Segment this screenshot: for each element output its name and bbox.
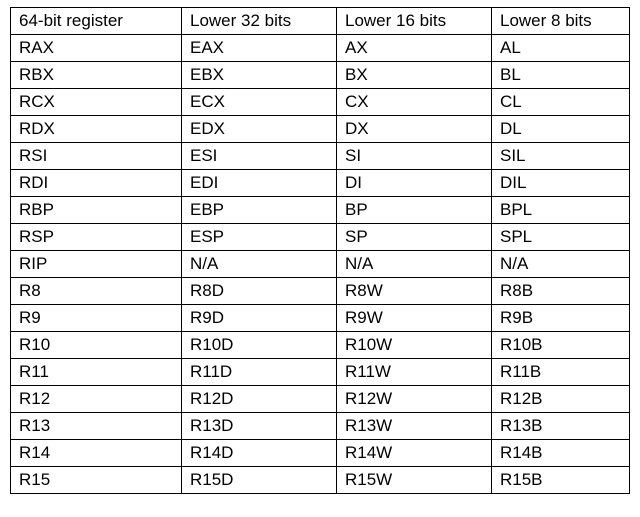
cell-64bit: RSI	[10, 142, 182, 170]
register-table: 64-bit register Lower 32 bits Lower 16 b…	[10, 7, 630, 494]
table-row: RSP ESP SP SPL	[10, 223, 630, 251]
table-row: R12 R12D R12W R12B	[10, 385, 630, 413]
cell-lower16: SP	[336, 223, 492, 251]
table-row: R13 R13D R13W R13B	[10, 412, 630, 440]
cell-lower16: BX	[336, 61, 492, 89]
cell-lower16: R15W	[336, 466, 492, 494]
cell-64bit: RDI	[10, 169, 182, 197]
cell-lower8: SPL	[491, 223, 630, 251]
header-lower8: Lower 8 bits	[491, 7, 630, 35]
cell-64bit: R9	[10, 304, 182, 332]
cell-64bit: R15	[10, 466, 182, 494]
cell-lower16: DI	[336, 169, 492, 197]
table-row: R11 R11D R11W R11B	[10, 358, 630, 386]
cell-lower32: ESP	[181, 223, 337, 251]
cell-lower8: SIL	[491, 142, 630, 170]
cell-lower16: DX	[336, 115, 492, 143]
cell-lower16: SI	[336, 142, 492, 170]
table-row: RDX EDX DX DL	[10, 115, 630, 143]
table-row: RBP EBP BP BPL	[10, 196, 630, 224]
cell-lower32: R12D	[181, 385, 337, 413]
cell-64bit: R11	[10, 358, 182, 386]
cell-lower16: R13W	[336, 412, 492, 440]
cell-lower32: EDI	[181, 169, 337, 197]
table-row: RSI ESI SI SIL	[10, 142, 630, 170]
table-row: R15 R15D R15W R15B	[10, 466, 630, 494]
cell-lower32: EDX	[181, 115, 337, 143]
cell-lower32: R11D	[181, 358, 337, 386]
cell-lower32: R14D	[181, 439, 337, 467]
cell-lower16: R9W	[336, 304, 492, 332]
table-row: RBX EBX BX BL	[10, 61, 630, 89]
header-64bit: 64-bit register	[10, 7, 182, 35]
cell-lower8: N/A	[491, 250, 630, 278]
cell-lower32: R15D	[181, 466, 337, 494]
cell-lower8: R13B	[491, 412, 630, 440]
cell-lower16: R14W	[336, 439, 492, 467]
cell-lower16: N/A	[336, 250, 492, 278]
cell-lower16: CX	[336, 88, 492, 116]
table-row: R9 R9D R9W R9B	[10, 304, 630, 332]
cell-64bit: R12	[10, 385, 182, 413]
table-row: RIP N/A N/A N/A	[10, 250, 630, 278]
cell-lower8: AL	[491, 34, 630, 62]
cell-lower8: R14B	[491, 439, 630, 467]
cell-64bit: R10	[10, 331, 182, 359]
cell-64bit: RIP	[10, 250, 182, 278]
cell-lower32: EBX	[181, 61, 337, 89]
cell-lower32: EAX	[181, 34, 337, 62]
table-row: RDI EDI DI DIL	[10, 169, 630, 197]
cell-lower16: AX	[336, 34, 492, 62]
table-row: R8 R8D R8W R8B	[10, 277, 630, 305]
cell-64bit: RSP	[10, 223, 182, 251]
cell-lower8: R12B	[491, 385, 630, 413]
cell-lower8: CL	[491, 88, 630, 116]
cell-lower8: DIL	[491, 169, 630, 197]
cell-lower32: R10D	[181, 331, 337, 359]
cell-lower16: R8W	[336, 277, 492, 305]
header-lower32: Lower 32 bits	[181, 7, 337, 35]
cell-lower32: R9D	[181, 304, 337, 332]
table-row: R14 R14D R14W R14B	[10, 439, 630, 467]
cell-lower32: N/A	[181, 250, 337, 278]
cell-lower8: R11B	[491, 358, 630, 386]
cell-lower8: R9B	[491, 304, 630, 332]
table-body: RAX EAX AX AL RBX EBX BX BL RCX ECX CX CL RDX EDX DX DL…	[10, 34, 630, 494]
cell-lower16: BP	[336, 196, 492, 224]
cell-lower32: ECX	[181, 88, 337, 116]
cell-64bit: RDX	[10, 115, 182, 143]
cell-64bit: RCX	[10, 88, 182, 116]
cell-lower32: R13D	[181, 412, 337, 440]
cell-lower16: R11W	[336, 358, 492, 386]
cell-lower8: R8B	[491, 277, 630, 305]
cell-lower32: ESI	[181, 142, 337, 170]
cell-lower8: DL	[491, 115, 630, 143]
header-row: 64-bit register Lower 32 bits Lower 16 b…	[10, 7, 630, 35]
cell-64bit: RBP	[10, 196, 182, 224]
table-row: R10 R10D R10W R10B	[10, 331, 630, 359]
table-row: RCX ECX CX CL	[10, 88, 630, 116]
cell-64bit: RAX	[10, 34, 182, 62]
header-lower16: Lower 16 bits	[336, 7, 492, 35]
cell-64bit: R13	[10, 412, 182, 440]
cell-lower8: BL	[491, 61, 630, 89]
cell-lower32: R8D	[181, 277, 337, 305]
cell-lower16: R10W	[336, 331, 492, 359]
cell-lower8: BPL	[491, 196, 630, 224]
cell-lower32: EBP	[181, 196, 337, 224]
cell-64bit: R14	[10, 439, 182, 467]
cell-lower8: R10B	[491, 331, 630, 359]
cell-64bit: R8	[10, 277, 182, 305]
cell-lower8: R15B	[491, 466, 630, 494]
cell-lower16: R12W	[336, 385, 492, 413]
table-row: RAX EAX AX AL	[10, 34, 630, 62]
cell-64bit: RBX	[10, 61, 182, 89]
